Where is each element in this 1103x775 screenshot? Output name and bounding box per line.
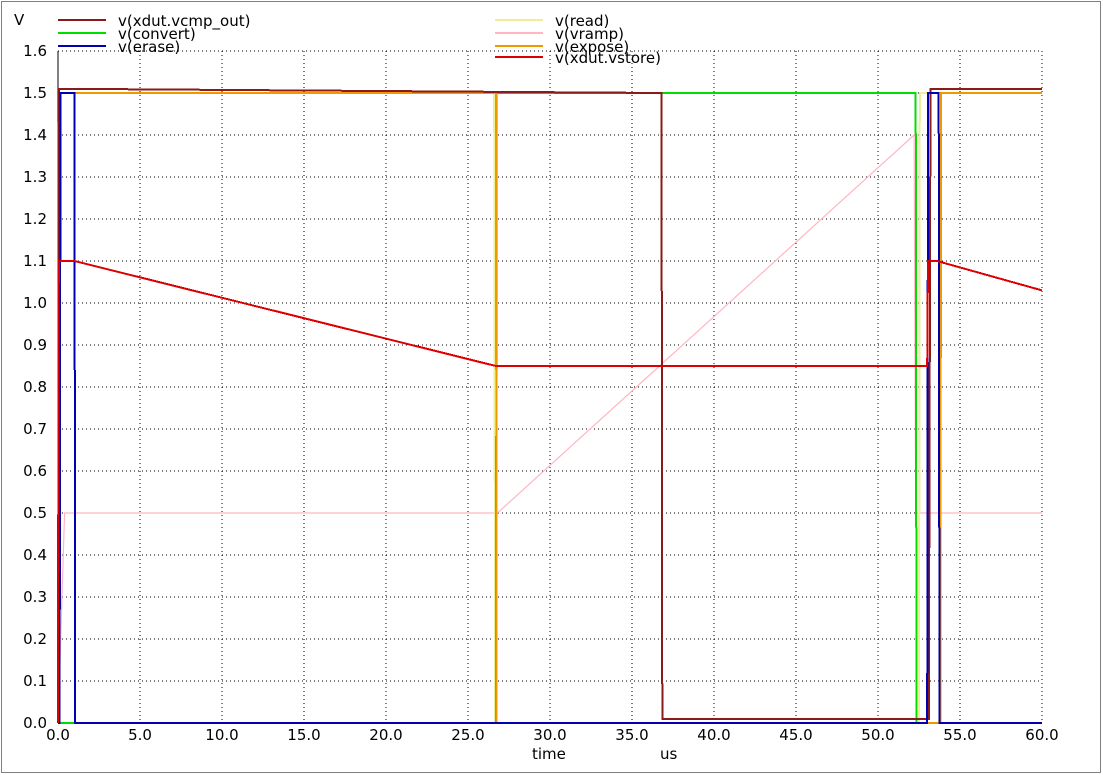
- y-tick-label: 0.7: [23, 420, 47, 438]
- x-tick-label: 5.0: [128, 726, 152, 744]
- x-tick-label: 60.0: [1025, 726, 1058, 744]
- series-line-v-xdut-vcmp-out: [57, 87, 1042, 724]
- x-tick-label: 45.0: [779, 726, 812, 744]
- y-tick-label: 1.2: [23, 210, 47, 228]
- legend: v(xdut.vcmp_out)v(convert)v(erase) v(read…: [58, 12, 661, 67]
- legend-label: v(xdut.vcmp_out): [118, 12, 250, 31]
- y-tick-labels: 0.0 0.1 0.2 0.3 0.4 0.5 0.6 0.7 0.8 0.9 1.0 1.1 1.2 1…: [23, 42, 47, 732]
- y-tick-label: 1.0: [23, 294, 47, 312]
- x-tick-labels: 0.0 5.0 10.0 15.0 20.0 25.0 30.0 35.0 40.0 45.0 50…: [46, 726, 1059, 744]
- legend-label: v(erase): [118, 38, 180, 56]
- y-tick-label: 0.6: [23, 462, 47, 480]
- y-tick-label: 1.5: [23, 84, 47, 102]
- y-tick-label: 1.3: [23, 168, 47, 186]
- x-tick-label: 35.0: [615, 726, 648, 744]
- y-tick-label: 0.9: [23, 336, 47, 354]
- y-tick-label: 1.4: [23, 126, 47, 144]
- x-tick-label: 0.0: [46, 726, 70, 744]
- x-axis-unit: us: [660, 745, 678, 763]
- y-tick-label: 0.1: [23, 672, 47, 690]
- x-tick-label: 20.0: [369, 726, 402, 744]
- series-lines: [57, 87, 1043, 724]
- y-tick-label: 0.4: [23, 546, 47, 564]
- legend-label: v(convert): [118, 25, 196, 43]
- y-tick-label: 0.8: [23, 378, 47, 396]
- y-axis-label: V: [14, 11, 25, 29]
- x-tick-label: 25.0: [451, 726, 484, 744]
- y-tick-label: 1.6: [23, 42, 47, 60]
- y-tick-label: 0.5: [23, 504, 47, 522]
- y-tick-label: 1.1: [23, 252, 47, 270]
- series-line-v-xdut-vstore: [57, 260, 1043, 724]
- x-axis-label: time: [532, 745, 566, 763]
- y-tick-label: 0.0: [23, 714, 47, 732]
- legend-label: v(vramp): [555, 25, 624, 43]
- grid-lines: [57, 50, 1043, 724]
- x-tick-label: 10.0: [205, 726, 238, 744]
- y-tick-label: 0.3: [23, 588, 47, 606]
- legend-label: v(xdut.vstore): [555, 49, 661, 67]
- x-tick-label: 15.0: [287, 726, 320, 744]
- series-line-v-vramp: [57, 133, 1042, 724]
- legend-label: v(expose): [555, 38, 629, 56]
- x-tick-label: 55.0: [943, 726, 976, 744]
- series-line-v-erase: [58, 92, 1042, 724]
- legend-label: v(read): [555, 12, 609, 30]
- x-tick-label: 30.0: [533, 726, 566, 744]
- y-tick-label: 0.2: [23, 630, 47, 648]
- x-tick-label: 40.0: [697, 726, 730, 744]
- x-tick-label: 50.0: [861, 726, 894, 744]
